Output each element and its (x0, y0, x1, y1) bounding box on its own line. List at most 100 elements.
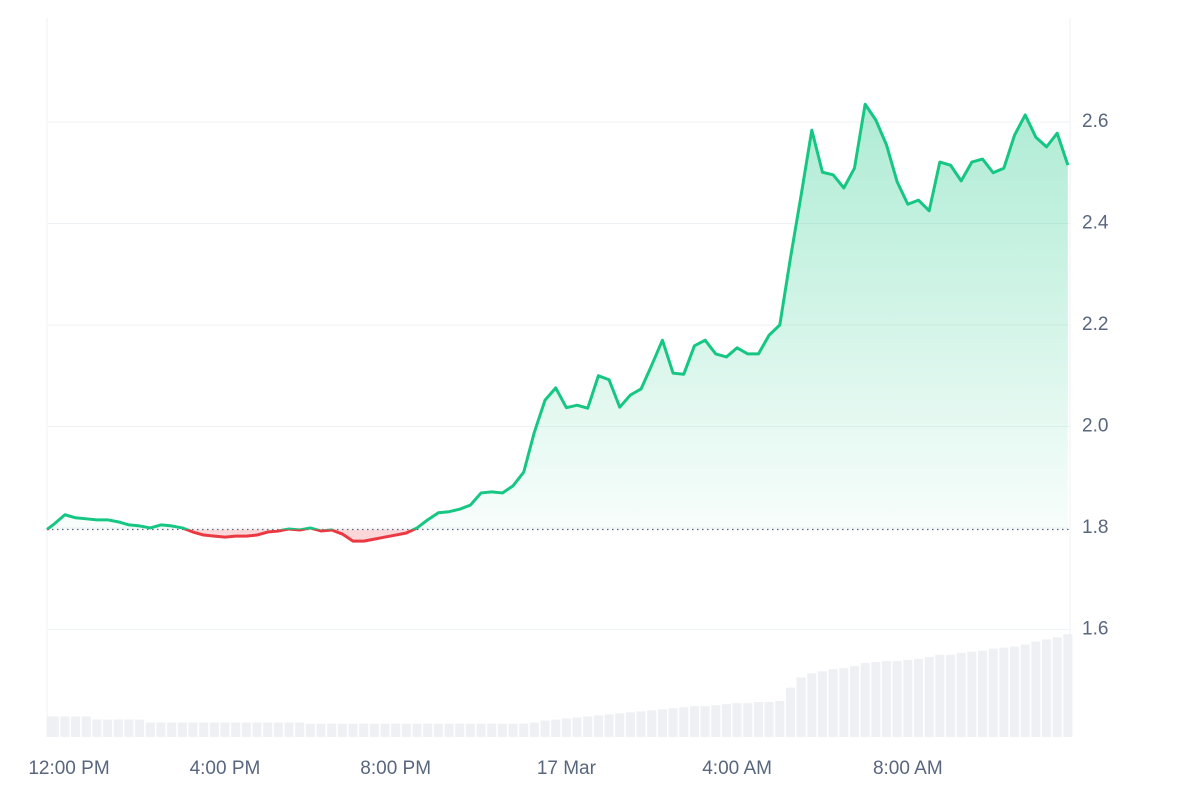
volume-bar (935, 654, 945, 737)
volume-bar (647, 710, 657, 737)
volume-bar (700, 706, 710, 737)
volume-bar (49, 716, 59, 737)
volume-bar (401, 723, 411, 737)
volume-bar (529, 722, 539, 737)
volume-bar (92, 719, 102, 737)
volume-bar (284, 722, 294, 737)
x-tick-label: 4:00 AM (702, 758, 772, 779)
volume-bar (327, 723, 337, 737)
volume-bar (60, 716, 70, 737)
volume-bar (913, 658, 924, 737)
volume-bar (881, 660, 892, 737)
volume-bar (209, 722, 219, 737)
volume-bar (583, 716, 593, 737)
volume-bar (572, 717, 582, 737)
volume-bar (263, 722, 273, 737)
volume-bar (1041, 639, 1052, 737)
volume-bar (81, 716, 91, 737)
volume-bar (999, 647, 1009, 737)
volume-bar (252, 722, 262, 737)
volume-bar (391, 723, 401, 737)
volume-bar (519, 723, 529, 737)
volume-bar (241, 722, 251, 737)
volume-bar (604, 714, 614, 737)
volume-bar (615, 713, 625, 737)
volume-bar (380, 723, 390, 737)
volume-bar (220, 722, 230, 737)
volume-bar (945, 654, 956, 737)
volume-bar (476, 723, 486, 737)
x-tick-label: 4:00 PM (190, 758, 261, 779)
volume-bar (135, 719, 145, 737)
volume-bar (668, 708, 678, 737)
volume-bar (561, 718, 571, 737)
volume-bar (860, 663, 870, 737)
area-up (47, 104, 1068, 530)
volume-bar (551, 719, 561, 737)
volume-bar (988, 648, 998, 737)
volume-bar (732, 703, 742, 737)
volume-bar (1063, 634, 1073, 737)
volume-bar (199, 722, 209, 737)
volume-bar (924, 656, 934, 737)
volume-bar (849, 666, 860, 737)
volume-bar (177, 722, 187, 737)
volume-bar (145, 722, 155, 737)
y-tick-label: 2.2 (1082, 314, 1108, 335)
volume-bar (359, 723, 369, 737)
y-tick-label: 1.8 (1082, 517, 1108, 538)
volume-bar (444, 723, 454, 737)
x-tick-label: 12:00 PM (28, 758, 109, 779)
y-tick-label: 1.6 (1082, 618, 1108, 639)
volume-bar (423, 723, 433, 737)
volume-bar (871, 662, 881, 737)
volume-bar (369, 723, 379, 737)
volume-bar (956, 652, 966, 737)
x-tick-label: 17 Mar (537, 758, 597, 779)
y-tick-label: 2.6 (1082, 111, 1108, 132)
volume-bar (497, 723, 507, 737)
volume-bar (316, 723, 326, 737)
volume-bar (764, 702, 774, 737)
volume-bar (1052, 637, 1062, 737)
volume-bar (785, 687, 795, 737)
volume-bar (796, 677, 806, 737)
volume-bar (817, 671, 828, 737)
volume-bar (892, 660, 902, 737)
volume-bar (711, 705, 721, 737)
price-line-down (46, 529, 418, 543)
y-tick-label: 2.0 (1082, 415, 1108, 436)
volume-bar (103, 719, 113, 737)
volume-bar (1020, 644, 1030, 737)
volume-bar (156, 722, 166, 737)
x-tick-label: 8:00 PM (360, 758, 431, 779)
volume-bar (636, 711, 646, 737)
volume-bar (593, 715, 603, 737)
volume-bar (689, 706, 699, 737)
volume-bar (1031, 641, 1041, 737)
volume-bar (188, 722, 198, 737)
volume-bar (124, 719, 134, 737)
volume-bar (273, 722, 283, 737)
volume-bar (465, 723, 475, 737)
volume-bar (625, 712, 635, 737)
volume-bar (348, 723, 358, 737)
volume-bar (337, 723, 347, 737)
volume-bar (657, 709, 667, 737)
volume-bar (540, 720, 550, 737)
volume-bar (455, 723, 465, 737)
volume-bar (977, 650, 988, 737)
y-tick-label: 2.4 (1082, 213, 1109, 234)
volume-bar (113, 719, 123, 737)
volume-bar (828, 669, 838, 737)
volume-bar (775, 701, 785, 737)
volume-bar (508, 723, 518, 737)
volume-bar (967, 651, 977, 737)
volume-bar (71, 716, 81, 737)
volume-bar (743, 703, 753, 737)
price-line-up (46, 102, 1070, 530)
volume-bar (487, 723, 497, 737)
volume-bar (753, 702, 763, 737)
volume-bar (231, 722, 241, 737)
